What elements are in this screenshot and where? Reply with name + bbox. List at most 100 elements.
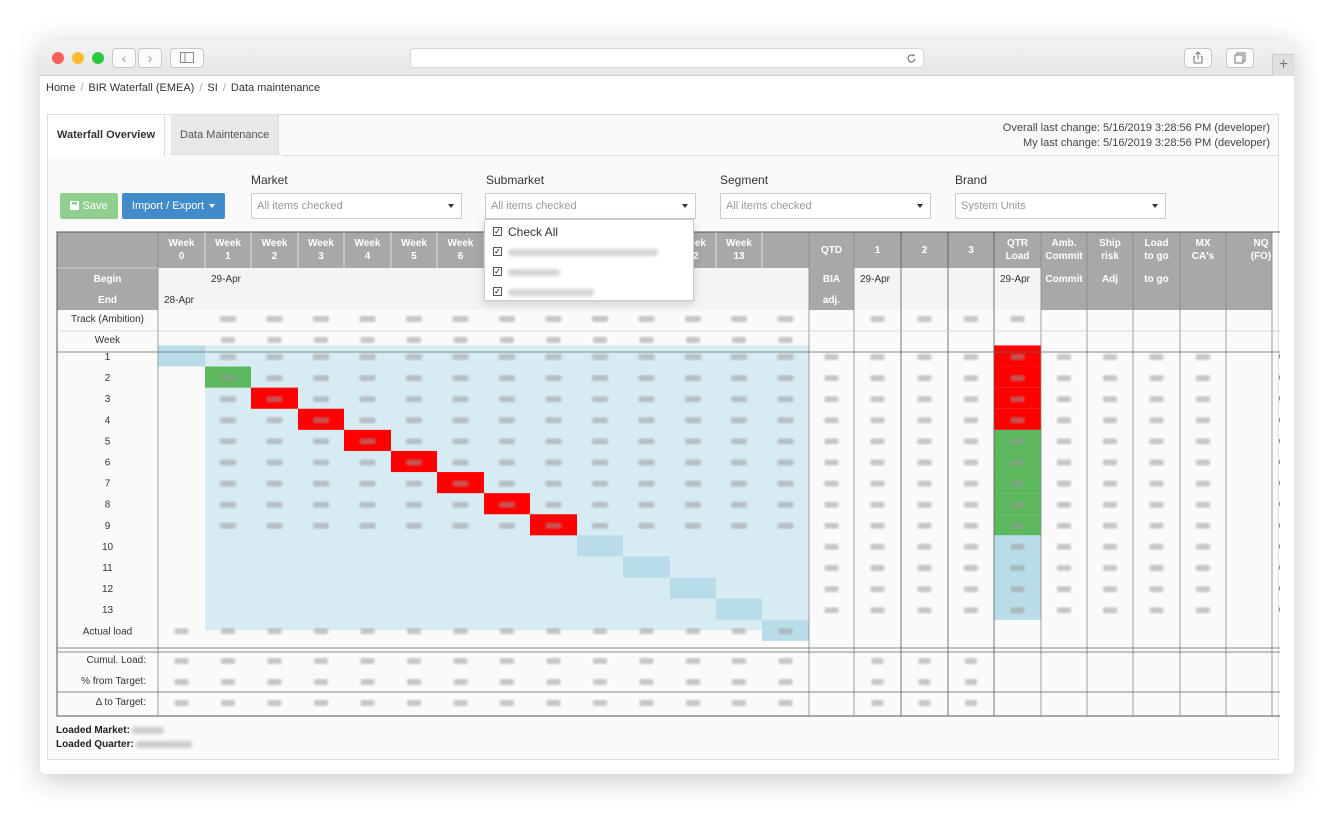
obscured-value (778, 628, 793, 635)
floppy-disk-icon (70, 201, 80, 210)
checkbox-checked-icon[interactable]: ✓ (493, 247, 502, 256)
obscured-value (871, 658, 884, 664)
obscured-value (638, 438, 655, 445)
obscured-value (359, 459, 376, 466)
tabs-overview-icon[interactable] (1226, 48, 1254, 68)
obscured-value (1010, 438, 1025, 445)
obscured-value (639, 628, 654, 635)
checkbox-checked-icon[interactable]: ✓ (493, 287, 502, 296)
qtr-header: QTR (1007, 238, 1029, 249)
obscured-value (777, 501, 794, 508)
breadcrumb-home[interactable]: Home (46, 82, 76, 94)
loaded-quarter: Loaded Quarter: (56, 739, 192, 750)
obscured-value (266, 417, 283, 424)
extra-header: (FO) (1251, 251, 1272, 262)
obscured-value (685, 480, 701, 487)
obscured-value (452, 375, 469, 382)
obscured-value (870, 438, 885, 445)
obscured-value (824, 501, 839, 508)
obscured-value (314, 658, 328, 664)
obscured-value (266, 459, 283, 466)
begin-end-band (57, 268, 158, 310)
brand-select[interactable]: System Units (955, 193, 1166, 219)
sidebar-icon[interactable] (170, 48, 204, 68)
obscured-value (870, 586, 885, 593)
obscured-value (1103, 586, 1117, 593)
obscured-value (452, 480, 469, 487)
import-export-button[interactable]: Import / Export (122, 193, 225, 219)
obscured-value (964, 565, 978, 571)
address-bar[interactable] (410, 48, 924, 68)
row-label: 11 (102, 563, 113, 574)
nq-value: 0.0 (1279, 521, 1280, 532)
reload-icon[interactable] (906, 53, 917, 64)
checkbox-checked-icon[interactable]: ✓ (493, 267, 502, 276)
obscured-value (313, 316, 329, 322)
minimize-window-icon[interactable] (72, 52, 84, 64)
obscured-value (220, 375, 236, 382)
week-header: 3 (318, 251, 324, 262)
breadcrumb-bir-waterfall[interactable]: BIR Waterfall (EMEA) (88, 82, 195, 94)
share-icon[interactable] (1184, 48, 1212, 68)
chevron-down-icon (448, 204, 454, 208)
obscured-value (685, 459, 701, 466)
week-header: Week (262, 238, 288, 249)
obscured-value (1010, 375, 1025, 382)
obscured-value (499, 316, 515, 322)
obscured-value (870, 565, 885, 571)
forward-arrow-icon[interactable]: › (138, 48, 162, 68)
submarket-dropdown: ✓ Check All ✓ ✓ ✓ (484, 219, 694, 301)
back-arrow-icon[interactable]: ‹ (112, 48, 136, 68)
obscured-value (964, 607, 978, 614)
obscured-value (639, 337, 654, 343)
obscured-value (1057, 354, 1071, 360)
obscured-value (1103, 565, 1117, 571)
date-band (158, 268, 809, 310)
new-tab-icon[interactable]: + (1272, 54, 1294, 76)
extra-band (1041, 268, 1272, 310)
tab-data-maintenance[interactable]: Data Maintenance (171, 115, 280, 155)
extra-header: Load (1145, 238, 1169, 249)
save-button[interactable]: Save (60, 193, 118, 219)
breadcrumb-si[interactable]: SI (207, 82, 218, 94)
obscured-value (918, 658, 931, 664)
obscured-value (546, 337, 561, 343)
obscured-value (545, 501, 562, 508)
waterfall-diagonal-cell (623, 556, 670, 578)
checkbox-checked-icon[interactable]: ✓ (493, 227, 502, 236)
obscured-value (359, 396, 376, 403)
obscured-value (266, 522, 283, 529)
month-date: 29-Apr (860, 274, 891, 285)
extra-header: Amb. (1052, 238, 1077, 249)
obscured-value (685, 316, 701, 322)
obscured-value (964, 586, 978, 593)
obscured-value (1196, 354, 1210, 360)
nq-value: 0.0 (1279, 458, 1280, 469)
obscured-value (777, 522, 794, 529)
zoom-window-icon[interactable] (92, 52, 104, 64)
obscured-value (406, 480, 422, 487)
obscured-value (592, 522, 608, 529)
obscured-value (499, 459, 515, 466)
tab-waterfall-overview[interactable]: Waterfall Overview (48, 115, 166, 156)
loaded-market: Loaded Market: (56, 725, 164, 736)
import-export-label: Import / Export (131, 200, 205, 212)
brand-label: Brand (955, 173, 988, 187)
submarket-label: Submarket (486, 173, 545, 187)
obscured-value (777, 316, 794, 322)
obscured-value (870, 316, 885, 322)
obscured-value (592, 396, 608, 403)
obscured-value (453, 679, 468, 685)
obscured-value (1010, 522, 1025, 529)
obscured-value (220, 396, 236, 403)
obscured-value (824, 438, 839, 445)
breadcrumb-current: Data maintenance (230, 82, 321, 94)
obscured-value (824, 459, 839, 466)
market-select[interactable]: All items checked (251, 193, 462, 219)
close-window-icon[interactable] (52, 52, 64, 64)
obscured-value (1149, 543, 1164, 550)
obscured-value (220, 354, 236, 360)
row-label: 5 (105, 436, 111, 447)
submarket-select[interactable]: All items checked (485, 193, 696, 219)
segment-select[interactable]: All items checked (720, 193, 931, 219)
